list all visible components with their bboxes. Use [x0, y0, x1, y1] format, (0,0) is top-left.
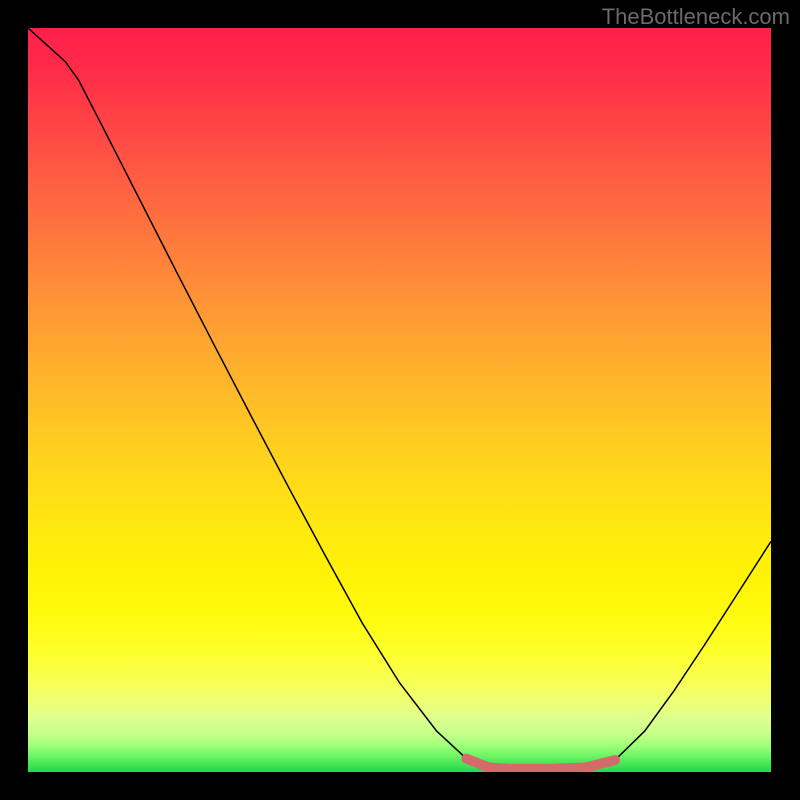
watermark-text: TheBottleneck.com	[602, 4, 790, 30]
bottleneck-chart	[28, 28, 771, 772]
curve-layer	[28, 28, 771, 772]
marker-band	[466, 759, 615, 769]
bottleneck-curve	[28, 28, 771, 769]
